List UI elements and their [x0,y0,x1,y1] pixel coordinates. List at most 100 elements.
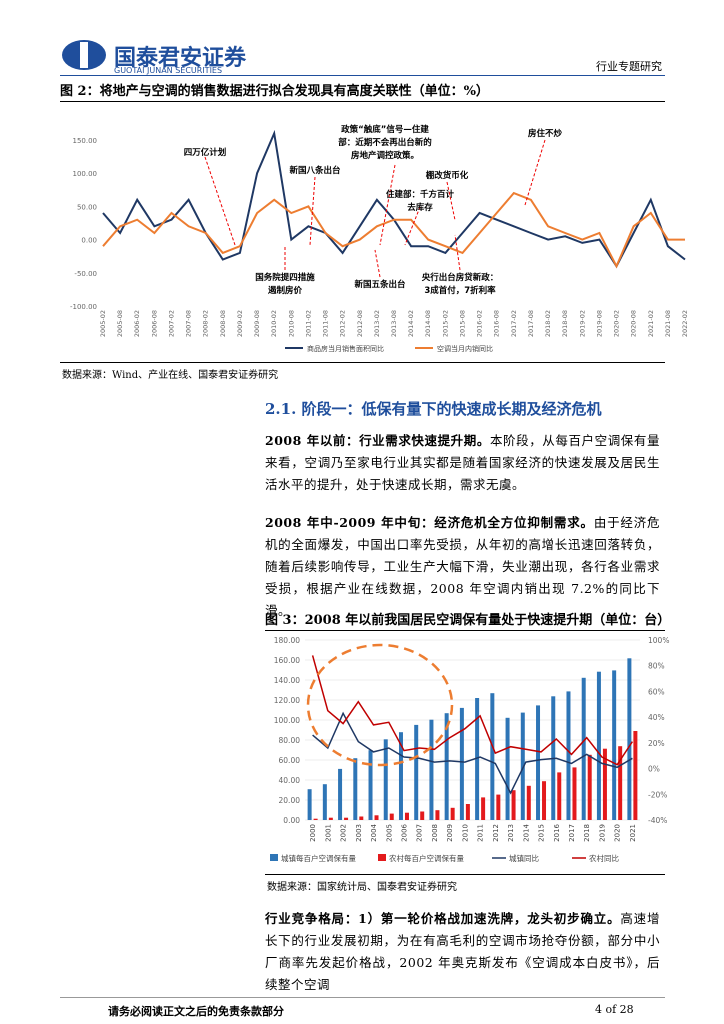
bar [633,731,638,820]
x-tick-label: 2014-08 [424,310,432,337]
bar [566,691,571,820]
bar [572,767,577,820]
x-tick-label: 2002 [340,824,348,842]
annotation-leader [446,181,456,221]
legend-swatch [270,854,278,861]
x-tick-label: 2012-08 [356,310,364,337]
text: 本阶段，从每百户空调保有量来看，空调乃至家电行业其实都是随着国家经济的快速发展及… [265,433,660,492]
y-tick-label: 0.00 [81,237,97,245]
y-tick-label: 100.00 [73,170,98,178]
legend-label: 空调当月内销同比 [437,344,493,353]
rule [265,874,665,875]
x-tick-label: 2012-02 [339,310,347,337]
highlight-ellipse [306,643,454,767]
text: 高速增长下的行业发展初期，为在有高毛利的空调市场抢夺份额，部分中小厂商率先发起价… [265,911,660,992]
bar [313,818,318,820]
report-type: 行业专题研究 [596,60,662,73]
legend-label: 城镇每百户空调保有量 [281,853,356,863]
y2-tick-label: -40% [648,816,667,825]
bar [459,707,464,820]
y-tick-label: 120.00 [274,696,300,705]
legend-label: 城镇同比 [509,853,539,863]
rule [60,362,665,363]
logo-icon [62,40,106,70]
annotation: 棚改货币化 [426,170,469,181]
x-tick-label: 2018-02 [544,310,552,337]
x-tick-label: 2009-08 [253,310,261,337]
y-tick-label: 40.00 [279,776,301,785]
x-tick-label: 2010-08 [287,310,295,337]
annotation-leader [404,206,421,246]
footer-rule [60,997,665,998]
y2-tick-label: 60% [648,687,665,696]
x-tick-label: 2017-08 [527,310,535,337]
bar [596,671,601,820]
bar [557,772,562,820]
bar [328,817,333,820]
y2-tick-label: 80% [648,662,665,671]
x-tick-label: 2019 [598,824,606,842]
x-tick-label: 2008-08 [219,310,227,337]
bar [475,698,480,820]
section-heading: 2.1. 阶段一：低保有量下的快速成长期及经济危机 [265,400,602,418]
x-tick-label: 2019-02 [578,310,586,337]
bar [490,693,495,820]
bar [383,739,388,820]
x-tick-label: 2005-08 [116,310,124,337]
logo-en: GUOTAI JUNAN SECURITIES [114,66,223,75]
x-tick-label: 2001 [324,824,332,842]
x-tick-label: 2016 [553,823,561,841]
x-tick-label: 2021-02 [647,310,655,337]
x-tick-label: 2010-02 [270,310,278,337]
legend-label: 农村同比 [589,853,619,863]
bar [429,719,434,820]
line [102,191,685,269]
x-tick-label: 2008-02 [202,310,210,337]
bar [420,811,425,820]
x-tick-label: 2000 [309,824,317,842]
bar [322,784,327,820]
y-tick-label: -100.00 [70,303,97,311]
x-tick-label: 2019-08 [595,310,603,337]
line [312,711,633,795]
x-tick-label: 2016-02 [476,310,484,337]
bar [338,768,343,820]
x-tick-label: 2012 [492,824,500,842]
x-tick-label: 2011 [477,824,485,842]
x-tick-label: 2013 [507,824,515,842]
legend-label: 农村每百户空调保有量 [389,853,464,863]
bar [627,658,632,820]
source: 数据来源：国家统计局、国泰君安证券研究 [267,882,457,893]
x-tick-label: 2008 [431,824,439,842]
paragraph: 2008 年中-2009 年中旬：经济危机全方位抑制需求。由于经济危机的全面爆发… [265,512,660,622]
disclaimer: 请务必阅读正文之后的免责条款部分 [108,1005,284,1018]
bar [481,797,486,820]
x-tick-label: 2022-02 [681,310,689,337]
x-tick-label: 2016-08 [493,310,501,337]
annotation: 房住不炒 [528,128,563,139]
bar [353,758,358,820]
annotation: 遏制房价 [268,285,303,296]
y-tick-label: 80.00 [279,736,301,745]
lead: 行业竞争格局：1）第一轮价格战加速洗牌，龙头初步确立。 [265,911,621,926]
x-tick-label: 2011-02 [304,310,312,337]
page-number: 4 of 28 [595,1003,634,1016]
annotation: 3成首付，7折利率 [424,285,496,296]
y2-tick-label: -20% [648,790,667,799]
x-tick-label: 2020-02 [613,310,621,337]
bar [307,789,312,820]
annotation: 部：近期不会再出台新的 [338,137,432,148]
bar [618,746,623,820]
line [311,655,634,766]
x-tick-label: 2015-08 [458,310,466,337]
legend-swatch [378,854,386,861]
bar [344,817,349,820]
bar [612,670,617,820]
bar [505,717,510,820]
annotation: 房地产调控政策。 [351,150,419,161]
x-tick-label: 2007-08 [185,310,193,337]
annotation-leader [454,234,461,271]
bar [444,713,449,820]
bar [581,677,586,820]
annotation: 新国八条出台 [289,165,341,176]
